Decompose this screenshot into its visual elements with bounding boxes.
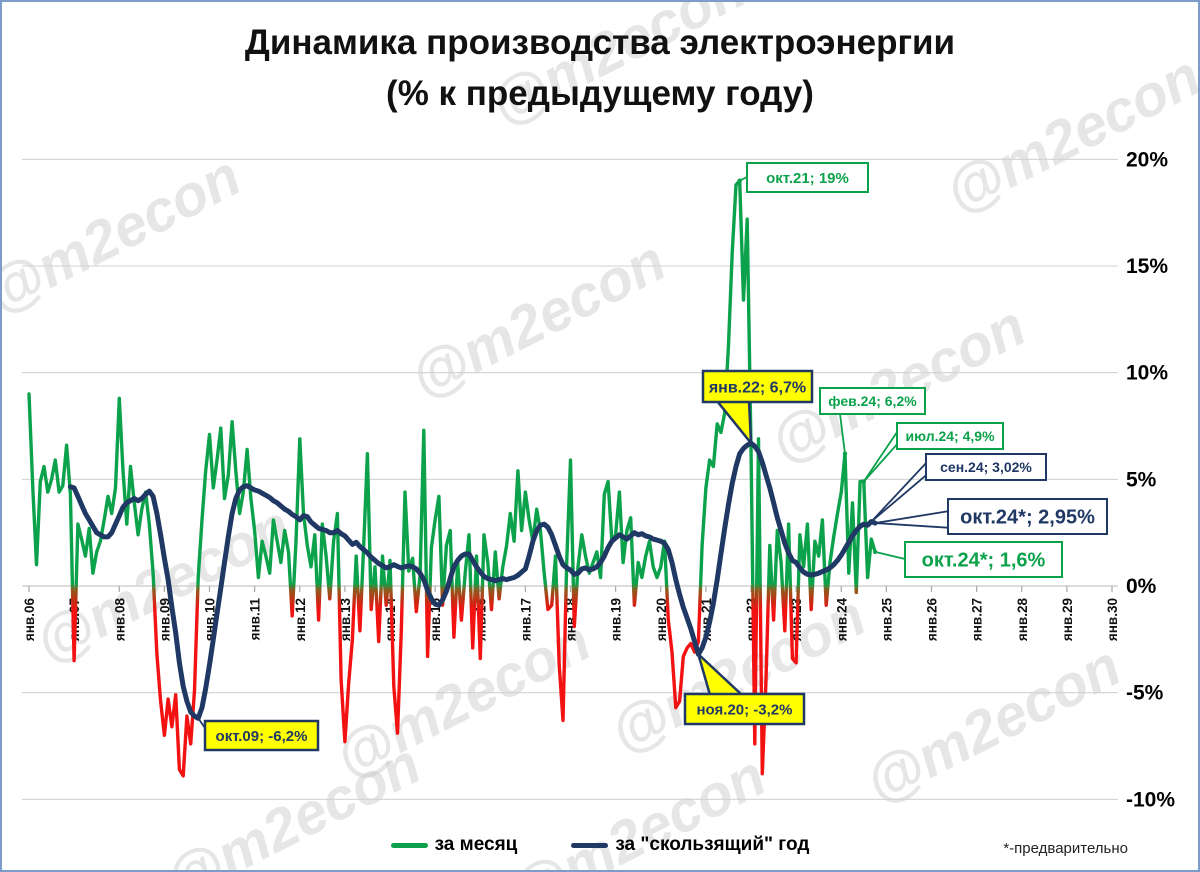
- annotation-callout: окт.21; 19%: [737, 162, 869, 193]
- monthly-series-path: [27, 179, 877, 778]
- legend-item-monthly: за месяц: [390, 834, 518, 856]
- monthly-line-swatch-icon: [390, 842, 428, 848]
- callout-label: фев.24; 6,2%: [828, 393, 917, 409]
- x-axis-tick-label: янв.11: [248, 598, 263, 641]
- callout-box: [947, 498, 1108, 535]
- callout-anchor-dot: [861, 479, 867, 484]
- y-axis-tick-label: 15%: [1126, 255, 1168, 278]
- callout-pointer: [870, 474, 927, 523]
- x-axis-tick-label: янв.06: [22, 598, 37, 642]
- callout-label: сен.24; 3,02%: [940, 459, 1032, 475]
- callout-box: [925, 453, 1047, 481]
- legend-label-rolling: за "скользящий" год: [615, 834, 810, 855]
- x-axis-tick-label: янв.25: [879, 598, 894, 642]
- callout-box: [701, 369, 814, 404]
- callout-box: [896, 422, 1004, 450]
- watermark-text: @m2econ: [2, 143, 251, 326]
- x-axis-tick-label: янв.15: [428, 598, 443, 642]
- watermark-text: @m2econ: [856, 633, 1131, 816]
- x-axis-tick-label: янв.17: [518, 598, 533, 641]
- callout-anchor-dot: [869, 519, 874, 524]
- annotation-callout: окт.09; -6,2%: [196, 716, 320, 752]
- series-monthly-line: [27, 179, 877, 778]
- x-axis-tick-label: янв.27: [970, 598, 985, 641]
- chart-legend: за месяц за "скользящий" год: [2, 834, 1198, 856]
- annotation-callout: окт.24*; 1,6%: [872, 541, 1063, 578]
- x-axis-tick-label: янв.09: [157, 598, 172, 641]
- x-axis-tick-label: янв.29: [1060, 598, 1075, 641]
- x-axis-tick-label: янв.08: [112, 598, 127, 642]
- callout-box: [203, 719, 320, 752]
- x-axis-tick-label: янв.30: [1105, 598, 1120, 641]
- x-axis-tick-label: янв.28: [1015, 598, 1030, 642]
- callout-pointer: [875, 522, 949, 529]
- annotation-callout: янв.22; 6,7%: [701, 369, 814, 447]
- chart-title: Динамика производства электроэнергии (% …: [2, 18, 1198, 120]
- callout-pointer: [870, 462, 927, 523]
- rolling-line-swatch-icon: [571, 842, 609, 848]
- callout-pointer: [863, 431, 898, 482]
- callout-box: [819, 387, 926, 415]
- callout-label: окт.09; -6,2%: [216, 728, 308, 745]
- watermark-text: @m2econ: [401, 228, 676, 411]
- legend-item-rolling: за "скользящий" год: [571, 834, 809, 856]
- watermark-text: @m2econ: [26, 493, 301, 676]
- annotations-layer: окт.21; 19% янв.22; 6,7% фев.24; 6,2% июл.2…: [196, 162, 1108, 752]
- callout-pointer: [874, 550, 906, 560]
- callout-anchor-dot: [737, 178, 742, 183]
- x-axis-tick-label: янв.24: [834, 598, 849, 642]
- callout-anchor-dot: [696, 652, 701, 657]
- annotation-callout: фев.24; 6,2%: [819, 387, 926, 456]
- callout-pointer: [874, 510, 949, 524]
- legend-label-monthly: за месяц: [434, 834, 518, 855]
- annotation-callout: окт.24*; 2,95%: [872, 498, 1108, 535]
- callout-label: окт.24*; 2,95%: [960, 507, 1095, 529]
- x-axis-tick-label: янв.20: [654, 598, 669, 641]
- series-rolling-line: [67, 440, 878, 721]
- chart-title-line1: Динамика производства электроэнергии: [244, 23, 956, 62]
- x-axis-tick-label: янв.12: [293, 598, 308, 641]
- callout-box: [746, 162, 869, 193]
- callout-label: окт.24*; 1,6%: [922, 550, 1046, 572]
- callout-anchor-dot: [872, 549, 878, 555]
- callout-box: [904, 541, 1063, 578]
- callout-label: июл.24; 4,9%: [905, 428, 995, 444]
- y-axis-tick-label: 10%: [1126, 362, 1168, 385]
- chart-title-line2: (% к предыдущему году): [386, 74, 814, 113]
- annotation-callout: ноя.20; -3,2%: [683, 650, 806, 726]
- callout-label: окт.21; 19%: [766, 170, 849, 187]
- callout-anchor-dot: [748, 440, 754, 446]
- y-axis-tick-label: 0%: [1126, 575, 1157, 598]
- callout-label: янв.22; 6,7%: [708, 379, 806, 396]
- callout-box: [683, 692, 806, 726]
- y-axis-tick-label: 20%: [1126, 148, 1168, 171]
- callout-pointer: [863, 443, 898, 483]
- callout-anchor-dot: [842, 451, 848, 456]
- y-axis-tick-label: 5%: [1126, 468, 1157, 491]
- annotation-callout: сен.24; 3,02%: [869, 453, 1047, 524]
- annotation-callout: июл.24; 4,9%: [861, 422, 1004, 484]
- x-axis-tick-label: янв.19: [609, 598, 624, 641]
- y-axis-tick-label: -10%: [1126, 788, 1175, 811]
- callout-label: ноя.20; -3,2%: [697, 701, 793, 718]
- rolling-series-path: [67, 440, 878, 721]
- x-axis-tick-label: янв.26: [925, 598, 940, 642]
- callout-pointer: [839, 413, 846, 454]
- y-axis-labels: 20% 15% 10% 5% 0% -5% -10%: [1126, 148, 1175, 811]
- callout-anchor-dot: [196, 716, 201, 721]
- callout-anchor-dot: [872, 520, 878, 526]
- y-axis-tick-label: -5%: [1126, 682, 1164, 705]
- footnote-preliminary: *-предварительно: [1003, 840, 1128, 857]
